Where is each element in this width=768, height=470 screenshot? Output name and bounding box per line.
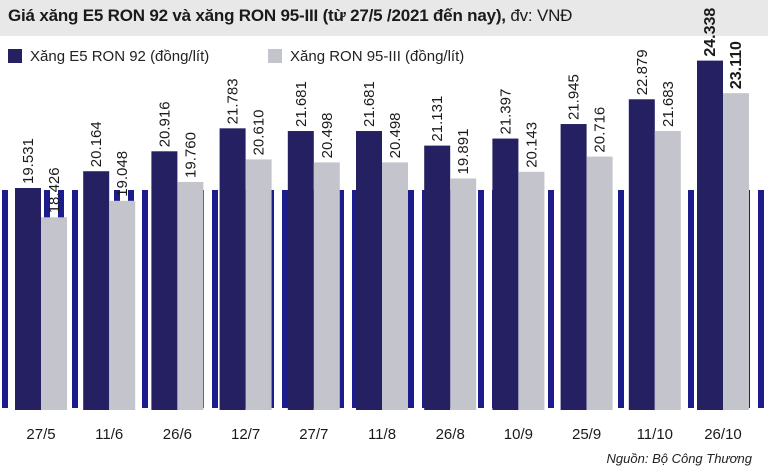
value-label-ron95: 23.110 (728, 41, 745, 89)
x-tick-label: 12/7 (231, 426, 260, 443)
value-label-e5: 20.164 (88, 121, 105, 167)
bar-ron95 (245, 159, 272, 410)
title-bar: Giá xăng E5 RON 92 và xăng RON 95-III (t… (0, 0, 768, 36)
x-tick-label: 10/9 (504, 426, 533, 443)
x-tick-label: 27/5 (26, 426, 55, 443)
x-axis-labels: 27/5 11/6 26/6 12/7 27/7 11/8 26/8 10/9 25/9 11/1… (26, 426, 741, 443)
stripe (618, 190, 624, 408)
bar-ron95 (177, 181, 204, 410)
value-label-ron95: 20.716 (592, 107, 609, 153)
stripe (282, 190, 288, 408)
x-tick-label: 26/8 (436, 426, 465, 443)
bar-e5 (628, 99, 655, 410)
value-label-e5: 20.916 (156, 101, 173, 147)
chart-title-main: Giá xăng E5 RON 92 và xăng RON 95-III (t… (8, 6, 506, 25)
bar-e5 (287, 131, 314, 410)
value-label-ron95: 20.143 (523, 122, 540, 168)
stripe (142, 190, 148, 408)
value-label-ron95: 18.426 (46, 167, 63, 213)
value-label-e5: 21.681 (361, 81, 378, 127)
stripe (72, 190, 78, 408)
value-label-ron95: 21.683 (660, 81, 677, 127)
x-tick-label: 25/9 (572, 426, 601, 443)
x-tick-label: 11/10 (637, 426, 673, 443)
value-label-ron95: 20.498 (387, 112, 404, 158)
legend: Xăng E5 RON 92 (đồng/lít) Xăng RON 95-III… (8, 48, 464, 65)
legend-label-e5: Xăng E5 RON 92 (đồng/lít) (30, 48, 209, 65)
value-label-e5: 21.681 (293, 81, 310, 127)
bar-ron95 (109, 200, 136, 410)
bar-ron95 (382, 162, 408, 410)
stripe (2, 190, 8, 408)
chart-unit: đv: VNĐ (505, 6, 573, 25)
value-label-ron95: 20.610 (251, 110, 268, 156)
bar-ron95 (313, 162, 340, 410)
source-note: Nguồn: Bộ Công Thương (607, 451, 753, 466)
value-label-ron95: 20.498 (319, 112, 336, 158)
value-label-e5: 22.879 (634, 49, 651, 95)
bars: 19.531 18.426 20.164 19.048 20.916 19.760 21.7… (15, 8, 749, 411)
x-tick-label: 11/6 (95, 426, 123, 443)
value-label-ron95: 19.048 (114, 151, 131, 197)
chart-title: Giá xăng E5 RON 92 và xăng RON 95-III (t… (8, 6, 572, 26)
bar-e5 (15, 188, 41, 410)
bar-e5 (219, 128, 246, 410)
value-label-e5: 24.338 (702, 8, 719, 57)
bar-ron95 (723, 93, 749, 411)
bar-e5 (424, 145, 451, 410)
value-label-e5: 21.945 (566, 74, 583, 120)
bar-ron95 (586, 156, 613, 410)
bar-ron95 (654, 130, 681, 411)
bar-e5 (83, 171, 110, 410)
bar-e5 (356, 131, 382, 410)
legend-swatch-e5 (8, 49, 22, 63)
stripe (212, 190, 218, 408)
x-tick-label: 26/10 (704, 426, 742, 443)
legend-swatch-ron95 (268, 49, 282, 63)
stripe (478, 190, 484, 408)
stripe (338, 190, 344, 408)
stripe (688, 190, 694, 408)
bar-ron95 (450, 178, 477, 410)
legend-label-ron95: Xăng RON 95-III (đồng/lít) (290, 48, 464, 65)
stripe (352, 190, 358, 408)
stripe (548, 190, 554, 408)
bar-e5 (560, 124, 587, 411)
bar-e5 (492, 138, 519, 410)
value-label-e5: 21.783 (225, 78, 242, 124)
value-label-ron95: 19.760 (182, 132, 199, 178)
x-tick-label: 27/7 (299, 426, 328, 443)
value-label-e5: 21.397 (497, 89, 514, 135)
value-label-ron95: 19.891 (455, 129, 472, 175)
bar-e5 (697, 60, 723, 410)
stripe (408, 190, 414, 408)
bar-e5 (151, 151, 178, 411)
x-tick-label: 26/6 (163, 426, 192, 443)
bar-ron95 (518, 171, 545, 410)
value-label-e5: 21.131 (429, 96, 446, 142)
stripe (758, 190, 764, 408)
bar-ron95 (41, 217, 67, 410)
x-tick-label: 11/8 (368, 426, 396, 443)
value-label-e5: 19.531 (20, 138, 37, 184)
